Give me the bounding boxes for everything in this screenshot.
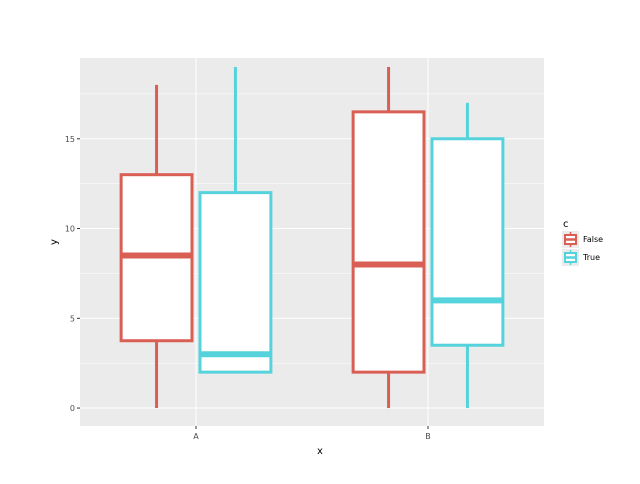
legend-item-false: False (562, 231, 603, 248)
legend-label: False (583, 235, 603, 244)
x-axis-title: x (317, 446, 323, 457)
x-tick-label: A (193, 432, 199, 441)
box-false-a (119, 84, 194, 409)
box-body (430, 137, 505, 347)
legend-title: c (563, 219, 569, 230)
box-true-a (198, 66, 273, 374)
box-false-b (351, 66, 426, 409)
legend-label: True (582, 253, 600, 262)
legend-item-true: True (562, 249, 600, 266)
legend-items: False True (562, 231, 603, 266)
box-body (198, 191, 273, 374)
box-true-b (430, 102, 505, 409)
box-body (351, 110, 426, 374)
legend: c False True (562, 219, 603, 266)
y-tick-label: 0 (70, 404, 75, 413)
axis-layer: 0 5 10 15 A B (65, 135, 431, 441)
y-tick-label: 15 (65, 135, 75, 144)
y-tick-label: 5 (70, 314, 75, 323)
x-tick-label: B (425, 432, 431, 441)
box-layer (119, 66, 505, 409)
y-axis-title: y (49, 239, 60, 245)
y-tick-label: 10 (65, 225, 75, 234)
